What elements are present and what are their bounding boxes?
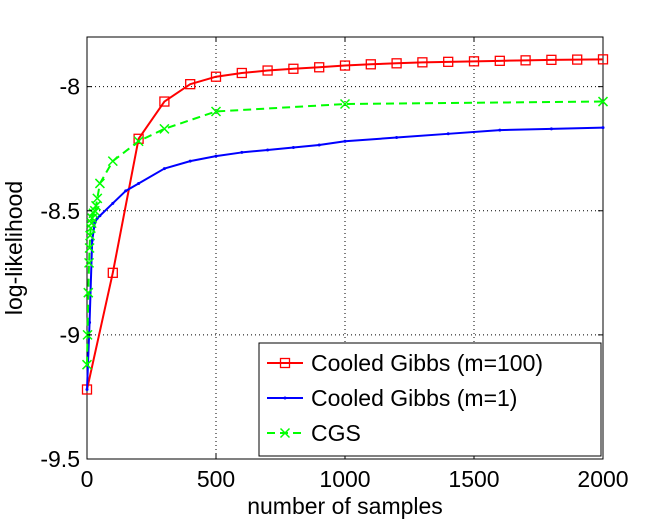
- legend-entry: Cooled Gibbs (m=100): [267, 350, 543, 376]
- series-line: [86, 58, 604, 390]
- legend-marker: [279, 427, 291, 439]
- data-point: [262, 65, 273, 76]
- legend-label: Cooled Gibbs (m=1): [311, 385, 517, 411]
- data-point: [185, 79, 196, 90]
- legend-entry: CGS: [267, 420, 361, 446]
- series-3: [81, 96, 609, 370]
- data-point: [88, 208, 99, 219]
- data-point: [601, 126, 605, 130]
- y-tick-label: -9: [60, 322, 80, 348]
- data-point: [111, 201, 115, 205]
- data-point: [159, 123, 170, 134]
- data-point: [468, 56, 480, 67]
- x-tick-label: 2000: [577, 466, 628, 492]
- data-point: [133, 133, 144, 144]
- legend-label: Cooled Gibbs (m=100): [311, 350, 543, 376]
- data-point: [498, 128, 502, 132]
- data-point: [343, 139, 347, 143]
- data-point: [546, 54, 557, 65]
- data-point: [90, 239, 94, 243]
- data-point: [549, 127, 553, 131]
- data-point: [210, 71, 222, 82]
- data-point: [81, 359, 93, 370]
- data-point: [266, 148, 270, 152]
- data-point: [288, 63, 299, 74]
- data-point: [365, 59, 376, 70]
- data-point: [417, 57, 428, 68]
- data-point: [188, 159, 192, 163]
- x-tick-label: 1000: [319, 466, 370, 492]
- data-point: [84, 242, 95, 254]
- data-point: [291, 145, 295, 149]
- data-point: [395, 136, 399, 140]
- x-tick-label: 1500: [448, 466, 499, 492]
- series-layer: [81, 54, 609, 395]
- series-line: [86, 100, 604, 365]
- data-point: [84, 257, 95, 268]
- data-point: [236, 67, 247, 79]
- data-point: [240, 150, 244, 154]
- legend-marker: [283, 396, 287, 400]
- legend-label: CGS: [311, 420, 361, 446]
- series-1: [81, 54, 609, 395]
- x-axis-label: number of samples: [247, 493, 443, 519]
- data-point: [214, 154, 218, 158]
- legend-entry: Cooled Gibbs (m=1): [267, 385, 517, 411]
- data-point: [92, 193, 103, 204]
- data-point: [597, 54, 609, 65]
- data-point: [317, 143, 321, 147]
- data-point: [339, 60, 351, 71]
- data-point: [314, 62, 325, 73]
- legend: Cooled Gibbs (m=100) Cooled Gibbs (m=1) CG…: [258, 342, 602, 457]
- y-axis-label: log-likelihood: [1, 181, 27, 315]
- x-tick-label: 500: [197, 466, 235, 492]
- legend-box: [258, 342, 602, 457]
- data-point: [107, 156, 118, 167]
- data-point: [494, 55, 505, 66]
- axes: 0 500 1000 1500 2000 -9.5 -9 -8.5 -8: [40, 37, 629, 492]
- data-point: [159, 96, 170, 107]
- data-point: [210, 106, 222, 117]
- data-point: [124, 189, 128, 193]
- y-tick-label: -9.5: [40, 446, 80, 472]
- data-point: [162, 167, 166, 171]
- data-point: [339, 98, 351, 110]
- data-point: [572, 54, 583, 65]
- data-point: [133, 136, 144, 147]
- y-tick-label: -8.5: [40, 198, 80, 224]
- data-point: [83, 287, 94, 298]
- data-point: [391, 58, 402, 69]
- data-point: [107, 267, 118, 278]
- data-point: [94, 178, 105, 189]
- x-tick-label: 0: [81, 466, 94, 492]
- series-2: [85, 126, 605, 391]
- data-point: [443, 56, 454, 67]
- data-point: [446, 132, 450, 136]
- data-point: [597, 96, 609, 107]
- series-line: [86, 126, 604, 390]
- data-point: [85, 387, 89, 391]
- data-point: [88, 320, 92, 324]
- data-point: [137, 181, 141, 185]
- y-tick-label: -8: [60, 74, 80, 100]
- legend-marker: [279, 357, 291, 369]
- data-point: [520, 55, 531, 66]
